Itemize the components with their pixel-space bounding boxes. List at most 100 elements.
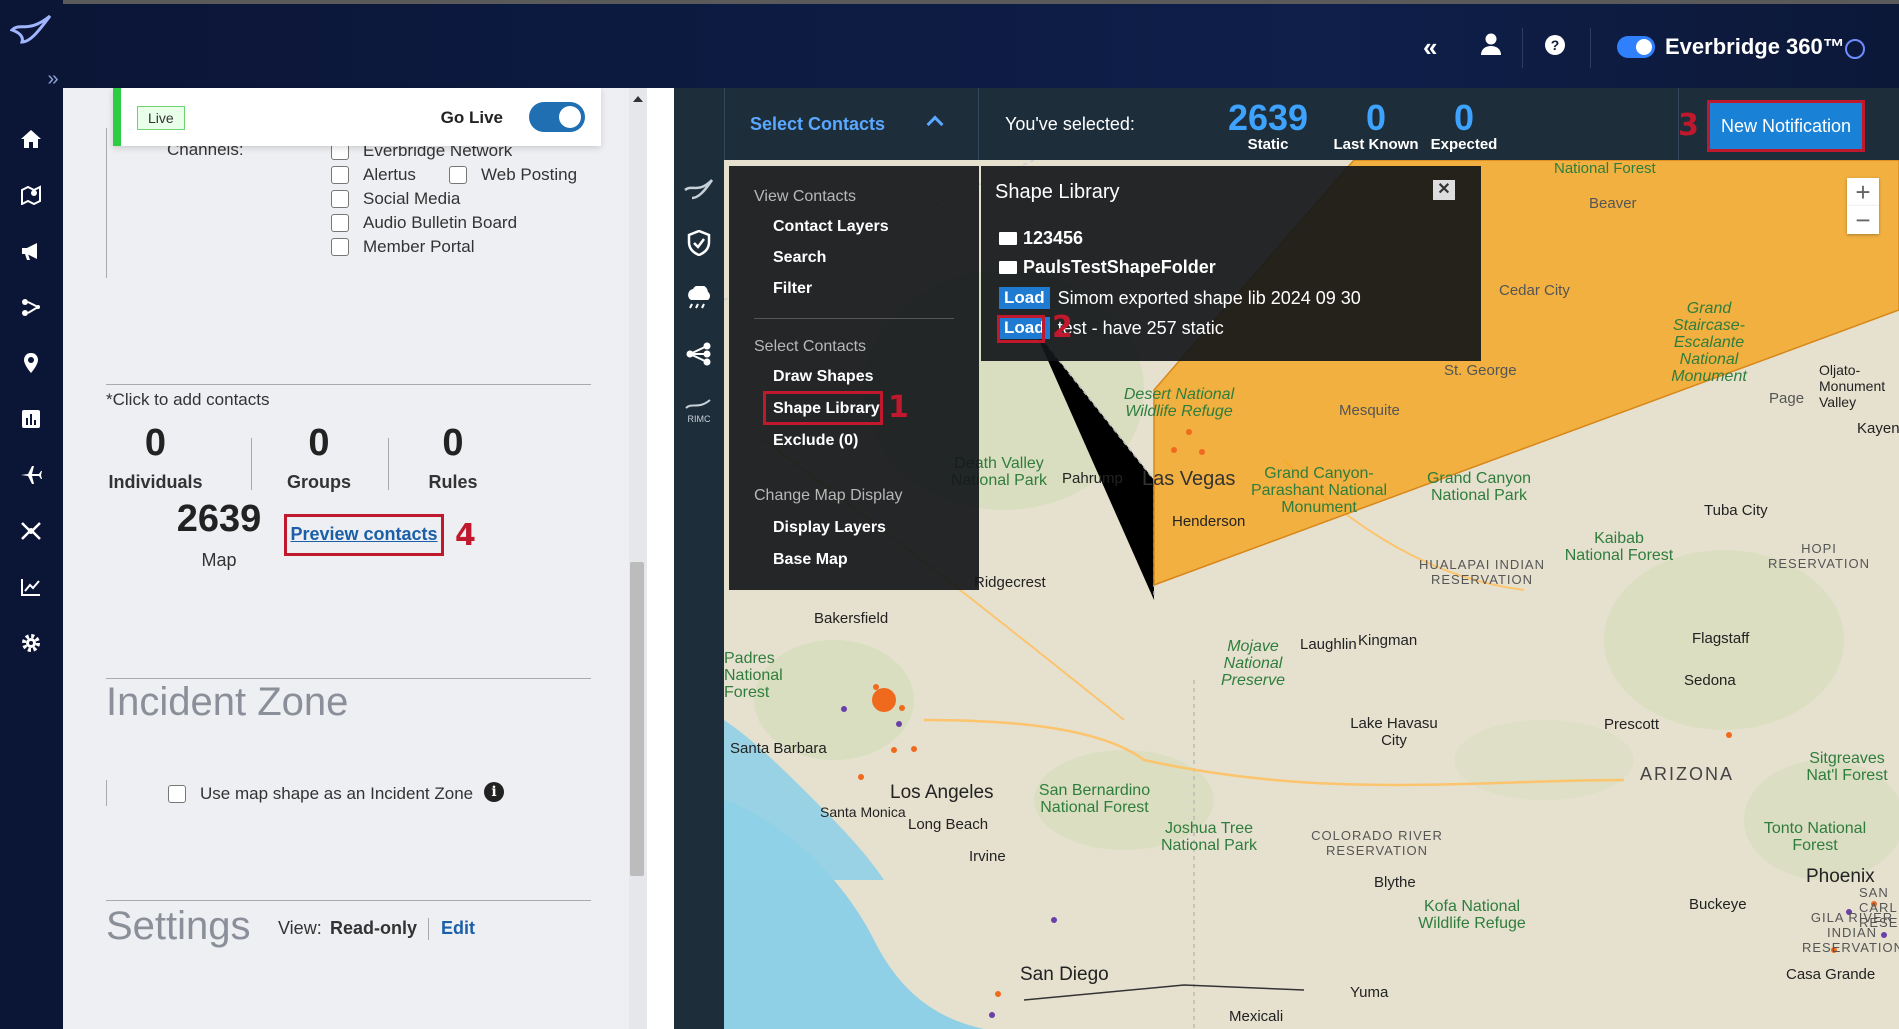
live-bar: Live Go Live [113,88,601,146]
analytics-icon[interactable] [16,572,46,602]
incident-zone-checkbox[interactable] [168,785,186,803]
checkbox-audio-bulletin-board[interactable] [331,214,349,232]
megaphone-icon[interactable] [16,236,46,266]
select-contacts-menu: View Contacts Contact Layers Search Filt… [729,166,979,590]
weather-cloud-icon[interactable] [684,286,714,310]
separator [1522,28,1523,68]
checkbox-social-media[interactable] [331,190,349,208]
svg-text:RIMC: RIMC [688,414,711,424]
last-known-count: 0 [1365,97,1387,138]
brand-toggle-switch[interactable] [1617,36,1655,58]
live-badge: Live [137,106,185,130]
new-notification-button[interactable]: New Notification [1707,100,1865,152]
expected-stat: 0 Expected [1418,100,1510,154]
map-label: SAN CARL RESERVAT [1859,885,1899,930]
menu-item-draw-shapes[interactable]: Draw Shapes [773,368,874,385]
divider [106,678,591,679]
map-label: Blythe [1374,874,1416,891]
channel-alertus: Alertus [363,165,416,184]
menu-heading-select-contacts: Select Contacts [754,338,867,355]
map-label: Flagstaff [1692,630,1750,647]
channel-audio-bulletin-board: Audio Bulletin Board [363,213,518,232]
shield-check-icon[interactable] [687,230,711,256]
checkbox-web-posting[interactable] [449,166,467,184]
menu-item-filter[interactable]: Filter [773,280,813,297]
menu-item-shape-library[interactable]: Shape Library [773,400,880,417]
separator [1590,28,1591,68]
shape-item-name: test - have 257 static [1057,317,1224,338]
menu-item-search[interactable]: Search [773,249,827,266]
chat-icon[interactable] [1845,39,1865,59]
collapse-chevrons-icon[interactable]: « [1423,32,1438,62]
airplane-icon[interactable] [16,460,46,490]
divider [1678,88,1679,160]
individuals-label: Individuals [108,472,203,492]
map-label: Joshua Tree National Park [1160,820,1258,854]
map-base [724,160,1899,1029]
menu-item-display-layers[interactable]: Display Layers [773,519,886,536]
info-icon[interactable]: i [484,782,504,802]
channel-member-portal: Member Portal [363,237,475,256]
map-label: Mexicali [1229,1008,1284,1025]
map-label: Desert National Wildlife Refuge [1123,386,1235,420]
edit-link[interactable]: Edit [441,918,475,938]
gear-icon[interactable] [16,628,46,658]
annotation-number-3: 3 [1678,108,1699,143]
preview-contacts-link[interactable]: Preview contacts [290,523,438,544]
map-label: Lake Havasu City [1350,715,1438,749]
map-label: Irvine [969,848,1006,865]
home-icon[interactable] [16,124,46,154]
panel-scrollbar-thumb[interactable] [630,562,644,876]
checkbox-member-portal[interactable] [331,238,349,256]
folder-item[interactable]: 123456 [999,228,1083,249]
menu-item-exclude[interactable]: Exclude (0) [773,432,859,449]
rimc-icon[interactable]: RIMC [684,398,714,424]
top-bar: « ? Everbridge 360™ [0,0,1899,88]
map-label: Kaibab National Forest [1564,530,1674,564]
map-label: Yuma [1350,984,1389,1001]
map-icon[interactable] [16,180,46,210]
zoom-in-button[interactable]: + [1847,178,1879,206]
go-live-label: Go Live [440,108,503,127]
select-contacts-toggle[interactable]: Select Contacts [750,114,886,134]
annotation-box-4 [284,514,444,556]
menu-item-base-map[interactable]: Base Map [773,551,848,568]
go-live-toggle[interactable] [529,102,585,132]
menu-heading-view-contacts: View Contacts [754,188,856,205]
scroll-up-arrow-icon[interactable] [633,96,643,102]
integrations-icon[interactable] [16,516,46,546]
map-label: HUALAPAI INDIAN RESERVATION [1418,557,1545,587]
reports-icon[interactable] [16,404,46,434]
menu-item-contact-layers[interactable]: Contact Layers [773,218,889,235]
map-canvas[interactable]: National Forest Beaver Cedar City Grand … [724,160,1899,1029]
incident-zone-checkbox-label: Use map shape as an Incident Zone [200,784,474,803]
annotation-box-1 [763,391,883,425]
map-label: Oljato-Monument Valley [1819,362,1886,410]
map-label: Sitgreaves Nat'l Forest [1806,750,1888,784]
expected-label: Expected [1430,136,1498,153]
everbridge-bird-icon[interactable] [684,178,714,200]
checkbox-alertus[interactable] [331,166,349,184]
brand-toggle[interactable]: Everbridge 360™ [1617,34,1845,60]
view-label: View: [278,918,322,938]
map-label: Henderson [1172,513,1246,530]
map-label: Beaver [1589,195,1637,212]
annotation-number-1: 1 [888,390,909,425]
incidents-icon[interactable] [16,292,46,322]
svg-text:?: ? [1551,37,1560,53]
close-icon[interactable]: ✕ [1433,180,1455,200]
section-divider [106,128,107,278]
folder-item[interactable]: PaulsTestShapeFolder [999,257,1216,278]
load-button[interactable]: Load [999,317,1050,339]
map-label: Tuba City [1704,502,1768,519]
panel-scrollbar[interactable] [629,88,647,1029]
location-pin-icon[interactable] [16,348,46,378]
zoom-out-button[interactable]: − [1847,206,1879,234]
annotation-number-4: 4 [455,518,476,553]
share-network-icon[interactable] [685,342,713,366]
divider [106,384,591,385]
user-icon[interactable] [1480,32,1502,62]
map-header [674,88,1899,160]
help-icon[interactable]: ? [1544,34,1566,62]
load-button[interactable]: Load [999,287,1050,309]
